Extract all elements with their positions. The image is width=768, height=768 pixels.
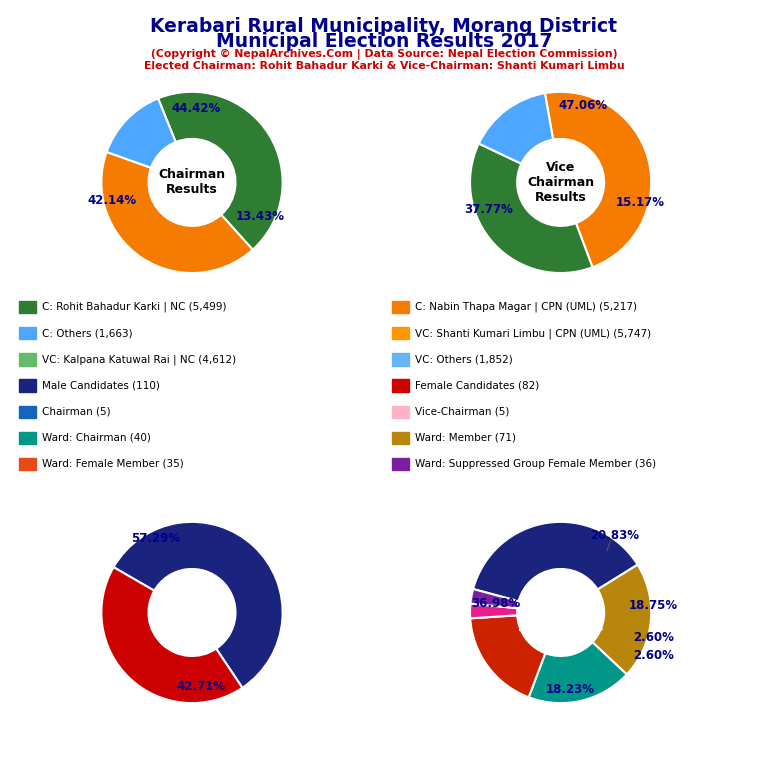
Wedge shape — [101, 567, 243, 703]
Text: Ward: Suppressed Group Female Member (36): Ward: Suppressed Group Female Member (36… — [415, 458, 656, 469]
Text: VC: Others (1,852): VC: Others (1,852) — [415, 354, 512, 365]
Text: 18.75%: 18.75% — [628, 599, 677, 612]
Wedge shape — [473, 522, 637, 601]
Text: Chairman
Results: Chairman Results — [158, 168, 226, 197]
Text: 2.60%: 2.60% — [633, 631, 674, 644]
Text: 37.77%: 37.77% — [464, 203, 512, 216]
Wedge shape — [471, 589, 518, 608]
Text: 15.17%: 15.17% — [616, 196, 665, 209]
Text: C: Rohit Bahadur Karki | NC (5,499): C: Rohit Bahadur Karki | NC (5,499) — [42, 302, 227, 313]
Text: Number of
Candidates
by Positions: Number of Candidates by Positions — [518, 591, 604, 634]
Wedge shape — [101, 152, 253, 273]
Text: Municipal Election Results 2017: Municipal Election Results 2017 — [216, 32, 552, 51]
Text: C: Others (1,663): C: Others (1,663) — [42, 328, 133, 339]
Text: 42.71%: 42.71% — [177, 680, 226, 694]
Text: (Copyright © NepalArchives.Com | Data Source: Nepal Election Commission): (Copyright © NepalArchives.Com | Data So… — [151, 49, 617, 60]
Text: Elected Chairman: Rohit Bahadur Karki & Vice-Chairman: Shanti Kumari Limbu: Elected Chairman: Rohit Bahadur Karki & … — [144, 61, 624, 71]
Text: Ward: Female Member (35): Ward: Female Member (35) — [42, 458, 184, 469]
Text: 20.83%: 20.83% — [591, 529, 640, 542]
Wedge shape — [478, 93, 553, 164]
Text: Female Candidates (82): Female Candidates (82) — [415, 380, 539, 391]
Text: Kerabari Rural Municipality, Morang District: Kerabari Rural Municipality, Morang Dist… — [151, 17, 617, 36]
Wedge shape — [470, 615, 545, 697]
Text: 13.43%: 13.43% — [236, 210, 284, 223]
Wedge shape — [470, 604, 518, 618]
Text: 18.23%: 18.23% — [545, 683, 594, 696]
Text: Chairman (5): Chairman (5) — [42, 406, 111, 417]
Text: Number of
Candidates
by Gender: Number of Candidates by Gender — [153, 591, 231, 634]
Text: Male Candidates (110): Male Candidates (110) — [42, 380, 160, 391]
Text: 57.29%: 57.29% — [131, 531, 180, 545]
Wedge shape — [158, 92, 283, 250]
Text: 47.06%: 47.06% — [559, 99, 607, 112]
Text: 42.14%: 42.14% — [88, 194, 137, 207]
Wedge shape — [545, 92, 651, 267]
Text: VC: Kalpana Katuwal Rai | NC (4,612): VC: Kalpana Katuwal Rai | NC (4,612) — [42, 354, 237, 365]
Wedge shape — [592, 564, 651, 674]
Wedge shape — [107, 98, 176, 167]
Wedge shape — [114, 522, 283, 688]
Wedge shape — [528, 642, 627, 703]
Wedge shape — [470, 144, 592, 273]
Text: Vice-Chairman (5): Vice-Chairman (5) — [415, 406, 509, 417]
Text: C: Nabin Thapa Magar | CPN (UML) (5,217): C: Nabin Thapa Magar | CPN (UML) (5,217) — [415, 302, 637, 313]
Text: 2.60%: 2.60% — [633, 650, 674, 663]
Text: Vice
Chairman
Results: Vice Chairman Results — [527, 161, 594, 204]
Text: Ward: Member (71): Ward: Member (71) — [415, 432, 516, 443]
Text: 36.98%: 36.98% — [471, 597, 520, 610]
Text: 44.42%: 44.42% — [172, 101, 221, 114]
Text: VC: Shanti Kumari Limbu | CPN (UML) (5,747): VC: Shanti Kumari Limbu | CPN (UML) (5,7… — [415, 328, 650, 339]
Text: Ward: Chairman (40): Ward: Chairman (40) — [42, 432, 151, 443]
